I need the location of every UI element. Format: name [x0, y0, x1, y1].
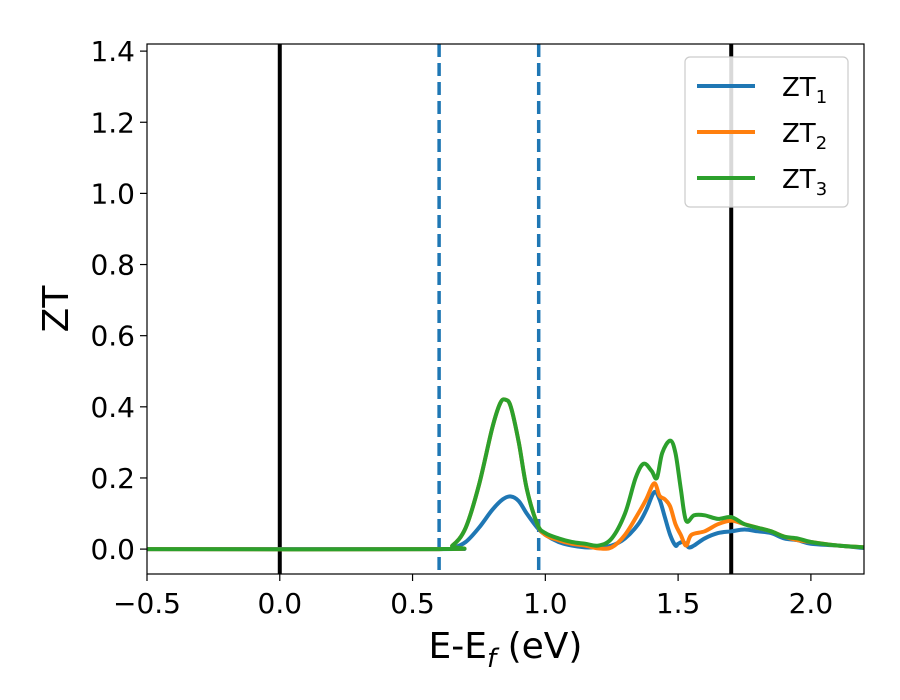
x-tick-label: −0.5 — [113, 587, 181, 620]
legend-label-zt2: ZT2 — [782, 119, 827, 154]
x-tick-label: 0.5 — [390, 587, 435, 620]
y-tick-label: 1.0 — [90, 177, 135, 210]
x-tick-label: 1.5 — [656, 587, 701, 620]
legend: ZT1 ZT2 ZT3 — [684, 56, 849, 208]
legend-label-zt1: ZT1 — [782, 73, 827, 108]
axes-frame — [146, 43, 865, 575]
y-tick-label: 0.4 — [90, 391, 135, 424]
y-tick-label: 0.6 — [90, 320, 135, 353]
y-tick-label: 1.2 — [90, 106, 135, 139]
x-axis-ticks: −0.5 0.0 0.5 1.0 1.5 2.0 — [113, 574, 833, 620]
series-line-zt3 — [147, 397, 864, 552]
y-tick-label: 1.4 — [90, 35, 135, 68]
x-tick-label: 1.0 — [523, 587, 568, 620]
y-axis-ticks: 0.0 0.2 0.4 0.6 0.8 1.0 1.2 1.4 — [90, 35, 147, 566]
legend-box — [684, 56, 849, 208]
y-tick-label: 0.8 — [90, 249, 135, 282]
y-tick-label: 0.2 — [90, 462, 135, 495]
x-axis-label: E-Ef (eV) — [429, 626, 583, 674]
x-tick-label: 0.0 — [258, 587, 303, 620]
series-line-zt1 — [147, 489, 864, 552]
y-tick-label: 0.0 — [90, 533, 135, 566]
y-axis-label: ZT — [36, 285, 77, 333]
x-tick-label: 2.0 — [789, 587, 834, 620]
legend-label-zt3: ZT3 — [782, 165, 827, 200]
